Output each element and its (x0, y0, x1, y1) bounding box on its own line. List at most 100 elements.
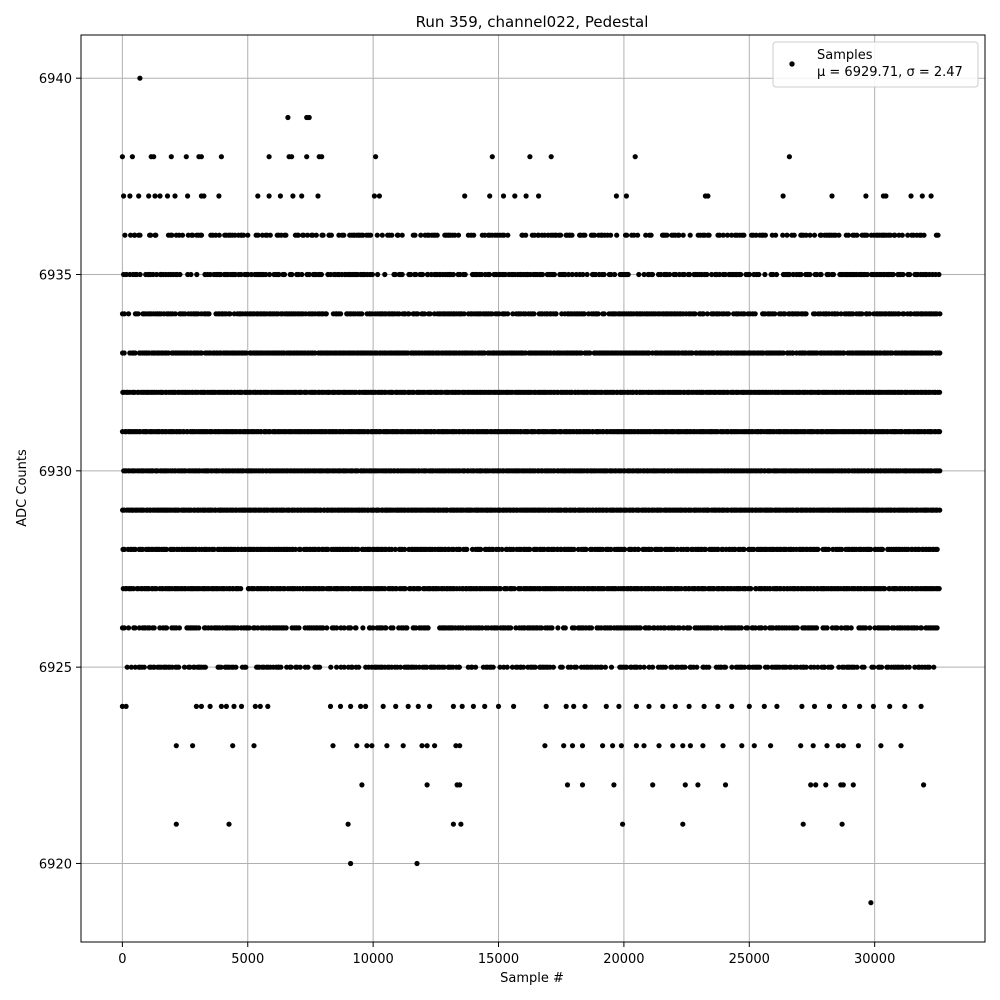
data-point (815, 546, 821, 553)
data-point (190, 232, 196, 238)
data-point (185, 193, 191, 199)
y-tick-label: 6940 (39, 72, 72, 87)
data-point (906, 664, 912, 670)
data-point (360, 232, 366, 238)
data-point (863, 193, 869, 199)
data-point (389, 546, 395, 553)
data-point (720, 743, 726, 749)
data-point (937, 507, 943, 513)
data-point (164, 193, 171, 199)
data-point (419, 743, 425, 749)
data-point (746, 271, 753, 278)
data-point (334, 664, 340, 670)
data-point (424, 664, 430, 670)
data-point (523, 232, 529, 238)
data-point (301, 232, 307, 238)
data-point (127, 193, 133, 199)
data-point (583, 546, 589, 553)
data-point (356, 664, 362, 670)
data-point (637, 625, 644, 631)
data-point (780, 232, 786, 238)
data-point (295, 232, 301, 238)
data-point (349, 664, 355, 670)
data-point (658, 546, 665, 553)
data-point (266, 154, 272, 160)
data-point (183, 154, 189, 160)
data-point (868, 546, 874, 553)
data-point (453, 743, 459, 749)
data-point (500, 193, 507, 199)
data-point (396, 311, 402, 317)
data-point (290, 193, 296, 199)
data-point (700, 743, 706, 749)
data-point (926, 664, 932, 670)
data-point (650, 664, 656, 670)
data-point (840, 743, 846, 749)
data-point (341, 625, 347, 631)
data-point (676, 625, 683, 631)
data-point (719, 625, 725, 631)
data-point (774, 703, 780, 710)
data-point (263, 271, 269, 278)
data-point (641, 743, 647, 749)
data-point (571, 625, 578, 631)
data-point (584, 271, 590, 278)
data-point (867, 625, 873, 631)
data-point (918, 625, 925, 631)
data-point (313, 232, 319, 238)
data-point (800, 821, 806, 827)
data-point (414, 860, 420, 867)
data-point (829, 193, 835, 199)
data-point (424, 782, 430, 788)
data-point (676, 232, 682, 238)
data-point (885, 625, 891, 631)
legend[interactable]: Samples μ = 6929.71, σ = 2.47 (772, 41, 979, 88)
data-point (669, 664, 676, 670)
data-point (193, 703, 199, 710)
data-point (168, 154, 174, 160)
data-point (814, 625, 820, 631)
data-point (246, 625, 252, 631)
data-point (532, 664, 538, 670)
data-point (701, 703, 707, 710)
data-point (520, 664, 527, 670)
data-point (230, 743, 236, 749)
data-point (132, 664, 138, 670)
data-point (587, 350, 593, 356)
data-point (752, 625, 759, 631)
data-point (415, 311, 421, 317)
data-point (765, 664, 771, 670)
data-point (198, 232, 205, 238)
data-point (494, 625, 500, 631)
data-point (648, 546, 655, 553)
data-point (257, 703, 263, 710)
data-point (218, 703, 224, 710)
data-point (278, 664, 284, 670)
data-point (482, 703, 488, 710)
data-point (462, 271, 468, 278)
data-point (265, 703, 271, 710)
data-point (478, 546, 484, 553)
data-point (725, 311, 732, 317)
x-tick-label: 25000 (729, 952, 770, 967)
data-point (412, 232, 418, 238)
data-point (527, 154, 533, 160)
data-point (198, 703, 204, 710)
data-point (490, 664, 496, 670)
data-point (368, 232, 374, 238)
data-point (931, 664, 937, 670)
data-point (306, 271, 312, 278)
data-point (854, 232, 860, 238)
data-point (283, 232, 289, 238)
data-point (137, 75, 143, 81)
data-point (687, 743, 694, 749)
data-point (136, 193, 142, 199)
data-point (928, 193, 934, 199)
data-point (695, 782, 701, 788)
data-point (762, 625, 768, 631)
data-point (223, 703, 229, 710)
data-point (566, 271, 572, 278)
data-point (471, 232, 477, 238)
data-point (119, 703, 125, 710)
